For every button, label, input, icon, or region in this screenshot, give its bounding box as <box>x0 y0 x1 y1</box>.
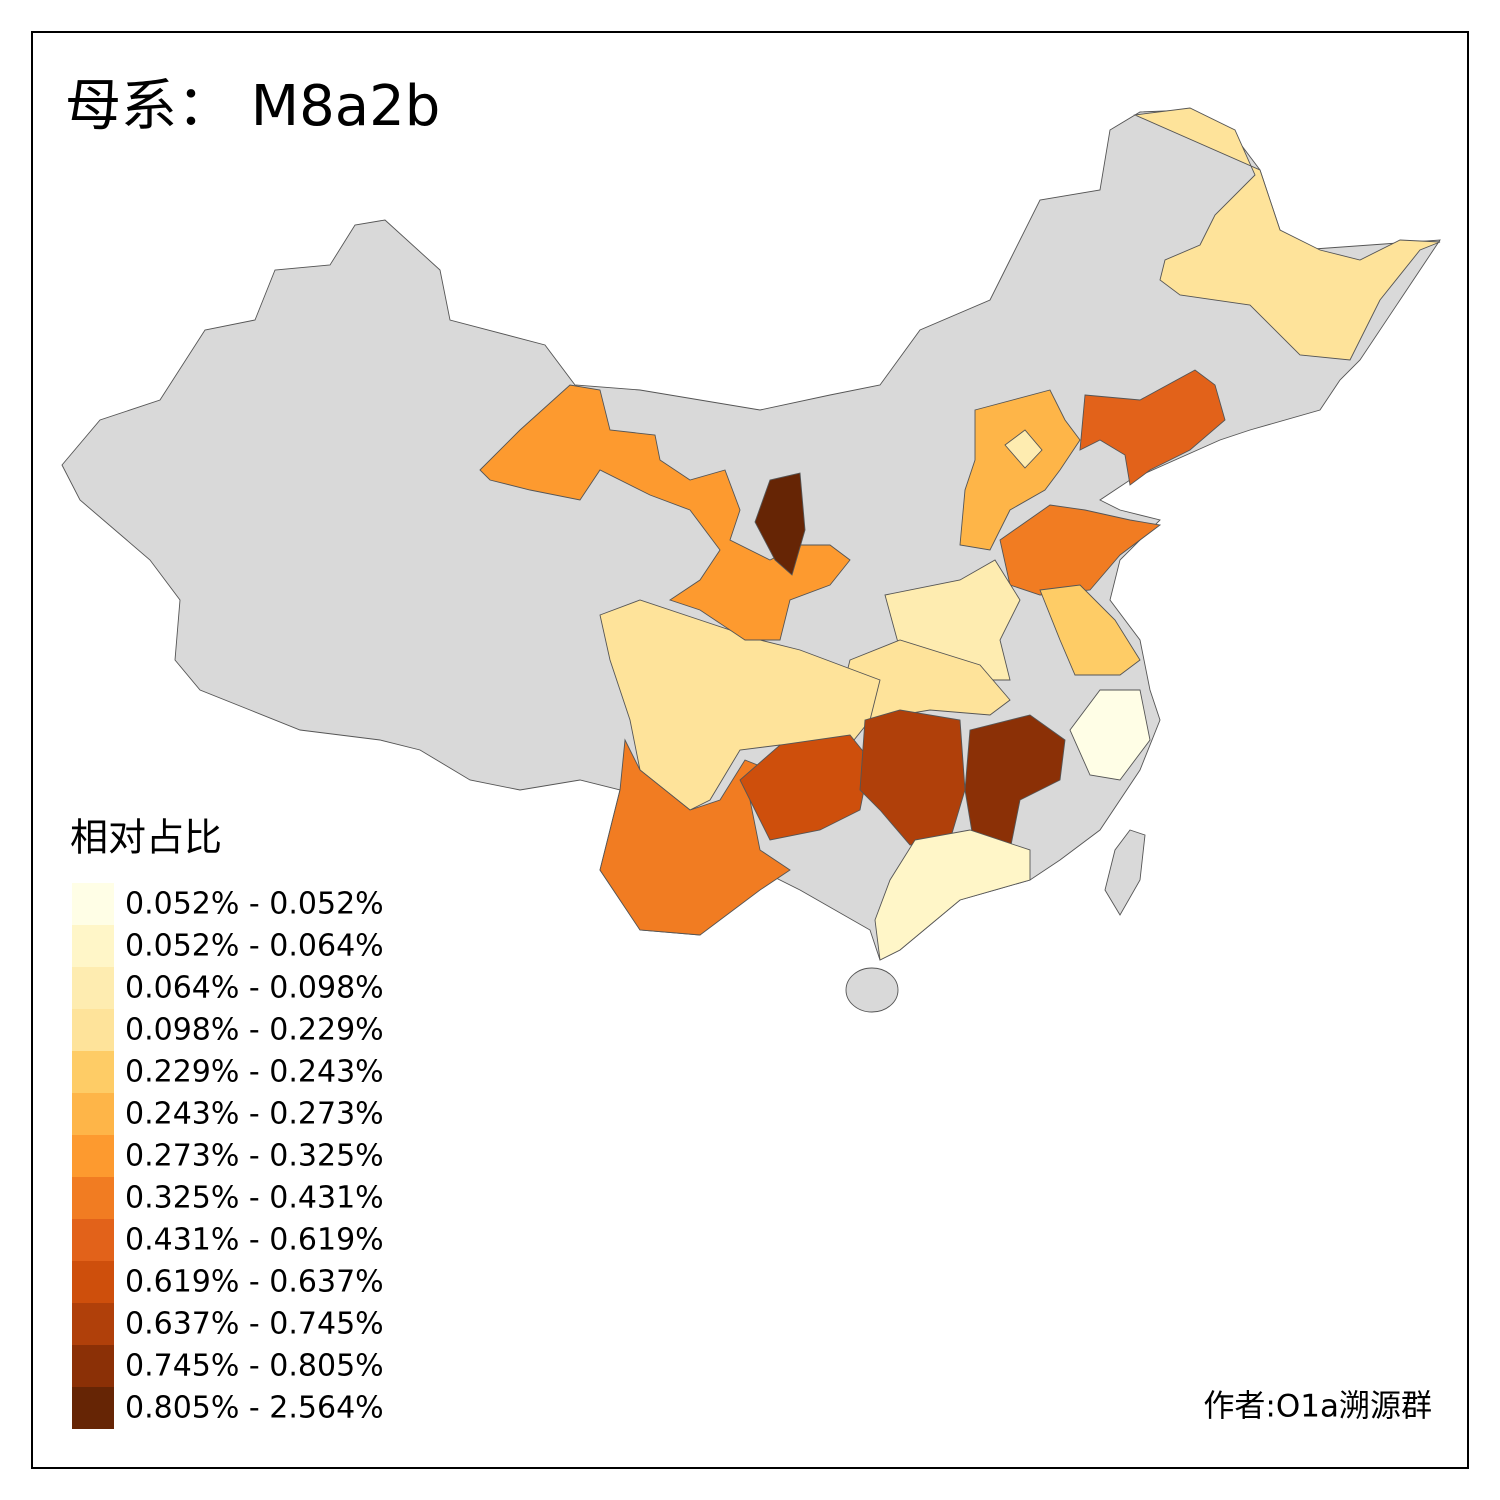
legend-label: 0.229% - 0.243% <box>125 1055 384 1090</box>
legend-swatch <box>72 883 114 925</box>
legend-label: 0.619% - 0.637% <box>125 1265 384 1300</box>
legend-title: 相对占比 <box>70 816 222 860</box>
region <box>1079 369 1226 486</box>
legend-swatch <box>72 967 114 1009</box>
legend-label: 0.098% - 0.229% <box>125 1013 384 1048</box>
legend-label: 0.052% - 0.052% <box>125 887 384 922</box>
legend-label: 0.325% - 0.431% <box>125 1181 384 1216</box>
author: 作者:O1a溯源群 <box>1203 1389 1432 1425</box>
legend-swatch <box>72 925 114 967</box>
region <box>1133 107 1441 361</box>
region <box>874 829 1031 961</box>
region <box>959 389 1081 551</box>
legend-label: 0.243% - 0.273% <box>125 1097 384 1132</box>
legend-swatch <box>72 1093 114 1135</box>
legend-label: 0.273% - 0.325% <box>125 1139 384 1174</box>
legend-label: 0.064% - 0.098% <box>125 971 384 1006</box>
region <box>1004 429 1043 469</box>
legend-swatch <box>72 1219 114 1261</box>
legend-label: 0.052% - 0.064% <box>125 929 384 964</box>
legend-swatch <box>72 1135 114 1177</box>
island <box>1104 829 1146 916</box>
region <box>754 472 806 576</box>
legend-label: 0.805% - 2.564% <box>125 1391 384 1426</box>
region <box>599 738 791 936</box>
legend-swatch <box>72 1177 114 1219</box>
region <box>1039 584 1141 676</box>
legend-swatch <box>72 1303 114 1345</box>
legend-label: 0.431% - 0.619% <box>125 1223 384 1258</box>
island <box>845 967 899 1013</box>
legend-label: 0.637% - 0.745% <box>125 1307 384 1342</box>
region <box>1069 689 1151 781</box>
legend-swatch <box>72 1387 114 1429</box>
legend-label: 0.745% - 0.805% <box>125 1349 384 1384</box>
legend-swatch <box>72 1345 114 1387</box>
region <box>999 504 1162 596</box>
region <box>964 714 1066 851</box>
legend-swatch <box>72 1051 114 1093</box>
map <box>61 107 1441 1013</box>
legend-swatch <box>72 1261 114 1303</box>
region <box>479 384 851 641</box>
legend: 0.052% - 0.052% 0.052% - 0.064% 0.064% - 0… <box>72 883 384 1429</box>
legend-swatch <box>72 1009 114 1051</box>
title: 母系： M8a2b <box>65 74 440 139</box>
region <box>739 734 871 841</box>
